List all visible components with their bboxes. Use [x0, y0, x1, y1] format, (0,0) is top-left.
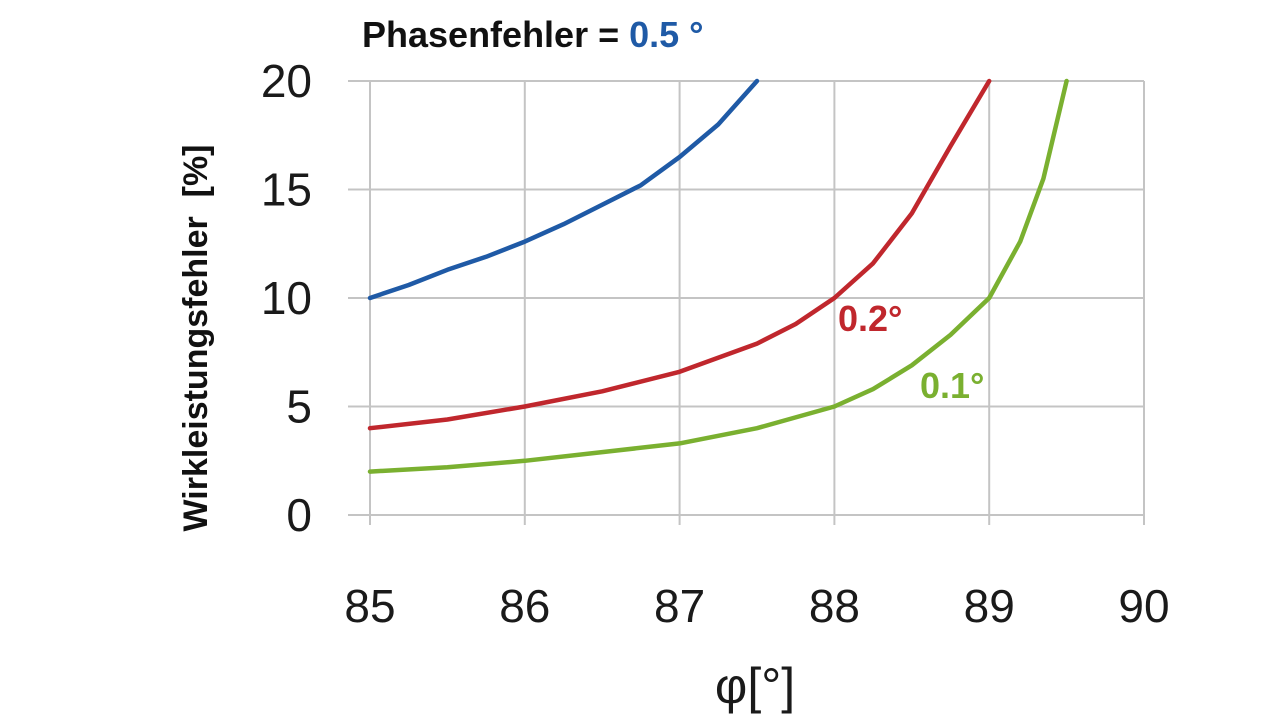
y-axis-ticks: 0 5 10 15 20: [261, 55, 312, 541]
x-axis-ticks: 85 86 87 88 89 90: [344, 580, 1169, 632]
y-tick-label: 5: [286, 381, 312, 433]
y-tick-label: 10: [261, 272, 312, 324]
x-tick-label: 85: [344, 580, 395, 632]
x-tick-label: 88: [809, 580, 860, 632]
y-tick-label: 20: [261, 55, 312, 107]
series-line-1: [367, 78, 760, 301]
series-line-2: [367, 78, 992, 431]
x-tick-label: 89: [964, 580, 1015, 632]
series-label-0.1: 0.1°: [920, 365, 984, 406]
y-tick-label: 15: [261, 164, 312, 216]
x-axis-title: φ[°]: [715, 658, 795, 714]
chart-title-value: 0.5 °: [629, 14, 703, 55]
x-tick-label: 90: [1118, 580, 1169, 632]
series-lines: [367, 78, 1069, 474]
grid: [348, 80, 1145, 525]
x-tick-label: 87: [654, 580, 705, 632]
chart-title-prefix: Phasenfehler =: [362, 14, 629, 55]
y-axis-title: Wirkleistungsfehler [%]: [177, 145, 215, 532]
series-line-3: [367, 78, 1069, 474]
series-label-0.2: 0.2°: [838, 298, 902, 339]
chart-title: Phasenfehler = 0.5 °: [362, 14, 704, 55]
y-tick-label: 0: [286, 489, 312, 541]
x-tick-label: 86: [499, 580, 550, 632]
